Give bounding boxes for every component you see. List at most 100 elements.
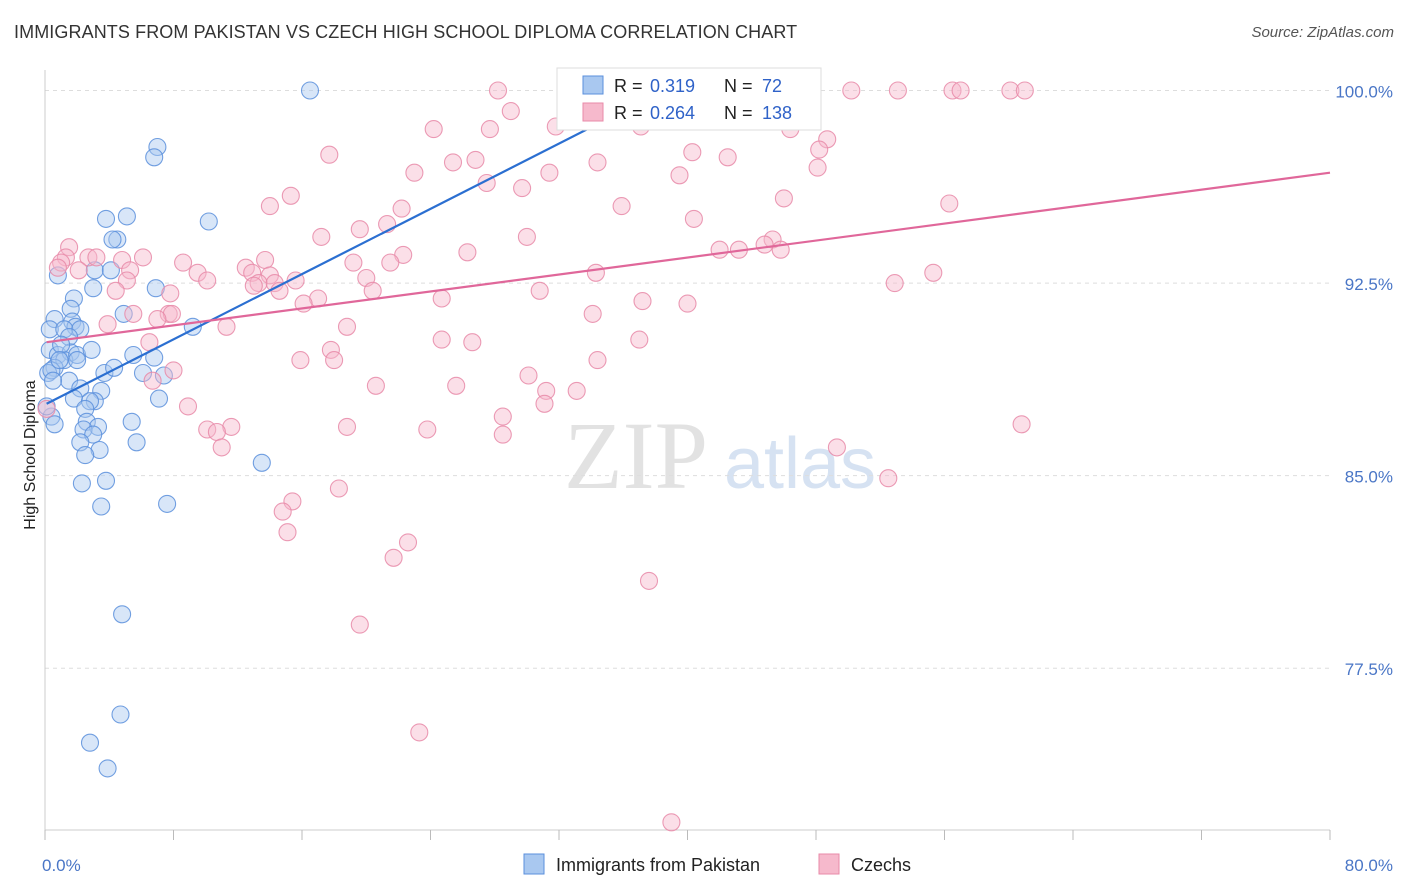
point-czech-45 — [755, 235, 774, 254]
point-czech-103 — [325, 351, 344, 370]
point-czech-35 — [940, 194, 959, 213]
point-czech-63 — [48, 258, 67, 277]
point-pakistan-55 — [76, 446, 95, 465]
point-czech-64 — [69, 261, 88, 280]
point-czech-76 — [885, 274, 904, 293]
point-pakistan-35 — [154, 366, 173, 385]
x-tick-label-1: 80.0% — [1345, 856, 1393, 875]
axes — [44, 70, 1331, 840]
stats-czech-r-label: R = — [614, 103, 643, 123]
point-pakistan-70 — [68, 351, 87, 370]
point-pakistan-52 — [127, 433, 146, 452]
y-tick-label-3: 77.5% — [1345, 660, 1393, 679]
point-czech-0 — [488, 81, 508, 100]
stats-swatch-czech — [582, 102, 604, 122]
point-czech-93 — [148, 310, 167, 329]
point-czech-28 — [405, 163, 424, 182]
point-czech-120 — [493, 425, 512, 444]
point-czech-105 — [519, 366, 538, 385]
point-czech-84 — [633, 292, 652, 311]
point-czech-32 — [513, 179, 532, 198]
point-czech-29 — [540, 163, 559, 182]
stats-czech-n-label: N = — [724, 103, 753, 123]
legend-swatch-pakistan[interactable] — [523, 853, 545, 875]
point-czech-47 — [710, 240, 729, 259]
point-czech-130 — [384, 548, 403, 567]
point-pakistan-7 — [103, 230, 122, 249]
point-czech-9 — [1001, 81, 1020, 100]
point-pakistan-50 — [45, 415, 64, 434]
point-czech-115 — [337, 417, 357, 436]
point-czech-25 — [466, 150, 485, 169]
point-czech-106 — [143, 371, 162, 390]
watermark-atlas: atlas — [724, 424, 876, 504]
point-czech-60 — [381, 253, 400, 272]
point-czech-112 — [535, 394, 554, 413]
point-czech-119 — [207, 422, 226, 442]
point-czech-123 — [212, 438, 231, 457]
point-czech-27 — [808, 158, 827, 177]
point-czech-100 — [463, 333, 482, 352]
series-czech-points — [37, 81, 1034, 832]
legend-label-pakistan[interactable]: Immigrants from Pakistan — [556, 855, 760, 875]
point-czech-41 — [350, 220, 369, 239]
point-czech-121 — [1012, 415, 1031, 434]
point-czech-68 — [188, 263, 207, 282]
point-pakistan-64 — [98, 759, 117, 778]
point-pakistan-57 — [72, 474, 91, 493]
point-pakistan-62 — [111, 705, 130, 724]
point-pakistan-68 — [82, 340, 101, 359]
point-czech-114 — [493, 407, 512, 426]
y-tick-labels: 100.0% 92.5% 85.0% 77.5% — [1335, 83, 1393, 680]
point-pakistan-4 — [199, 212, 218, 231]
point-pakistan-6 — [108, 230, 127, 249]
point-czech-59 — [344, 253, 363, 272]
point-czech-92 — [124, 304, 143, 323]
point-czech-101 — [321, 340, 340, 359]
point-czech-49 — [458, 243, 477, 262]
point-czech-23 — [718, 148, 737, 167]
point-czech-99 — [432, 330, 451, 349]
point-czech-132 — [350, 615, 369, 634]
point-czech-96 — [98, 315, 117, 334]
point-czech-20 — [810, 140, 829, 159]
point-czech-58 — [256, 250, 275, 270]
y-tick-label-1: 92.5% — [1345, 275, 1393, 294]
point-pakistan-67 — [50, 351, 69, 370]
stats-pakistan-r-value: 0.319 — [650, 76, 695, 96]
point-czech-71 — [586, 263, 605, 282]
y-tick-label-0: 100.0% — [1335, 83, 1393, 102]
point-czech-26 — [588, 153, 607, 172]
point-pakistan-63 — [80, 733, 100, 752]
point-pakistan-54 — [90, 440, 109, 460]
point-czech-43 — [312, 227, 331, 246]
point-czech-33 — [281, 186, 300, 205]
point-czech-118 — [418, 420, 437, 439]
point-pakistan-13 — [64, 289, 83, 308]
point-czech-62 — [121, 261, 140, 280]
y-axis-label: High School Diploma — [22, 380, 39, 530]
point-czech-128 — [278, 523, 297, 542]
stats-pakistan-n-value: 72 — [762, 76, 782, 96]
point-czech-15 — [480, 120, 499, 139]
point-czech-135 — [37, 399, 56, 418]
point-pakistan-0 — [300, 81, 320, 100]
point-pakistan-3 — [117, 207, 136, 226]
point-czech-102 — [291, 351, 310, 370]
legend-label-czech[interactable]: Czechs — [851, 855, 911, 875]
point-czech-10 — [1015, 81, 1034, 100]
point-czech-21 — [320, 145, 339, 164]
point-pakistan-56 — [252, 453, 271, 472]
legend-swatch-czech[interactable] — [818, 853, 840, 875]
point-czech-124 — [879, 469, 898, 488]
stats-pakistan-r-label: R = — [614, 76, 643, 96]
point-pakistan-5 — [96, 209, 116, 228]
point-czech-94 — [217, 317, 236, 336]
watermark-zip: ZIP — [564, 402, 708, 509]
y-tick-label-2: 85.0% — [1345, 468, 1393, 487]
point-czech-80 — [106, 281, 125, 300]
point-czech-90 — [162, 304, 181, 323]
point-czech-81 — [161, 284, 180, 303]
point-czech-98 — [630, 330, 649, 349]
legend: Immigrants from Pakistan Czechs — [523, 853, 911, 875]
